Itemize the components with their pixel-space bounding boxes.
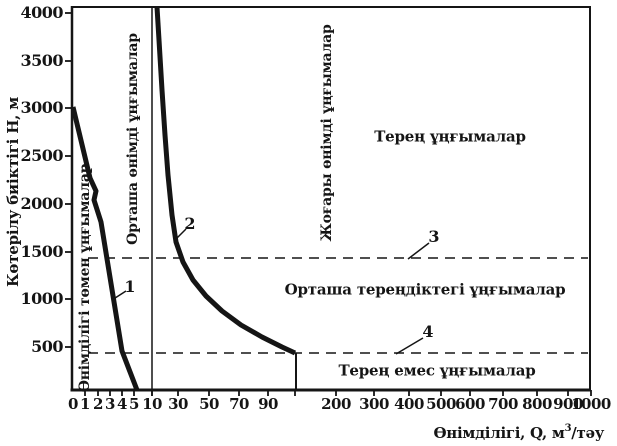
x-tick-label-900: 900 bbox=[553, 395, 583, 413]
x-tick-label-3: 3 bbox=[105, 395, 115, 413]
leader-line-1 bbox=[111, 290, 127, 301]
x-tick-label-600: 600 bbox=[455, 395, 485, 413]
y-tick-label-2000: 2000 bbox=[20, 194, 63, 213]
y-axis-title: Көтерілу биіктігі Н, м bbox=[4, 96, 22, 288]
y-tick-label-3000: 3000 bbox=[20, 98, 63, 117]
leader-line-2 bbox=[173, 228, 187, 242]
region-label-high-productivity: Жоғары өнімді ұңғымалар bbox=[319, 24, 335, 242]
x-tick-label-2: 2 bbox=[93, 395, 103, 413]
y-tick-label-1500: 1500 bbox=[20, 242, 63, 261]
x-axis-title-prefix: Өнімділігі, Q, м bbox=[433, 424, 565, 442]
curve-label-4: 4 bbox=[422, 322, 434, 341]
curve-1 bbox=[70, 106, 140, 391]
curve-2 bbox=[154, 6, 297, 356]
region-label-medium-productivity: Орташа өнімді ұңғымалар bbox=[125, 33, 141, 245]
region-label-medium-depth: Орташа тереңдіктегі ұңғымалар bbox=[284, 280, 566, 299]
x-axis-title: Өнімділігі, Q, м3/тәу bbox=[433, 423, 605, 442]
x-tick-label-300: 300 bbox=[359, 395, 389, 413]
leader-line-4 bbox=[395, 337, 424, 355]
y-tick-label-3500: 3500 bbox=[20, 51, 63, 70]
y-tick-label-2500: 2500 bbox=[20, 146, 63, 165]
x-tick-label-10: 10 bbox=[142, 395, 162, 413]
x-tick-label-70: 70 bbox=[229, 395, 249, 413]
curve-label-1: 1 bbox=[124, 277, 136, 296]
x-tick-label-500: 500 bbox=[426, 395, 456, 413]
y-tick-label-1000: 1000 bbox=[20, 289, 63, 308]
y-tick-label-4000: 4000 bbox=[20, 3, 63, 22]
leader-line-3 bbox=[407, 242, 430, 260]
x-tick-label-90: 90 bbox=[258, 395, 278, 413]
x-tick-label-5: 5 bbox=[129, 395, 139, 413]
region-label-shallow: Терең емес ұңғымалар bbox=[338, 361, 536, 380]
x-tick-label-50: 50 bbox=[199, 395, 219, 413]
x-tick-label-0: 0 bbox=[68, 395, 78, 413]
curve-label-3: 3 bbox=[428, 227, 440, 246]
region-label-low-productivity: Өнімділігі төмен ұңғымалар bbox=[77, 163, 93, 393]
x-tick-label-1000: 1000 bbox=[571, 395, 611, 413]
region-label-deep: Терең ұңғымалар bbox=[374, 127, 526, 146]
y-tick-label-500: 500 bbox=[31, 337, 63, 356]
x-tick-label-4: 4 bbox=[117, 395, 127, 413]
x-tick-label-800: 800 bbox=[522, 395, 552, 413]
x-tick-label-700: 700 bbox=[488, 395, 518, 413]
x-tick-label-1: 1 bbox=[80, 395, 90, 413]
x-axis-title-superscript: 3 bbox=[564, 423, 572, 434]
x-axis-title-suffix: /тәу bbox=[571, 424, 604, 442]
x-tick-label-30: 30 bbox=[168, 395, 188, 413]
curve-label-2: 2 bbox=[184, 214, 196, 233]
x-tick-label-200: 200 bbox=[321, 395, 351, 413]
x-tick-label-400: 400 bbox=[394, 395, 424, 413]
